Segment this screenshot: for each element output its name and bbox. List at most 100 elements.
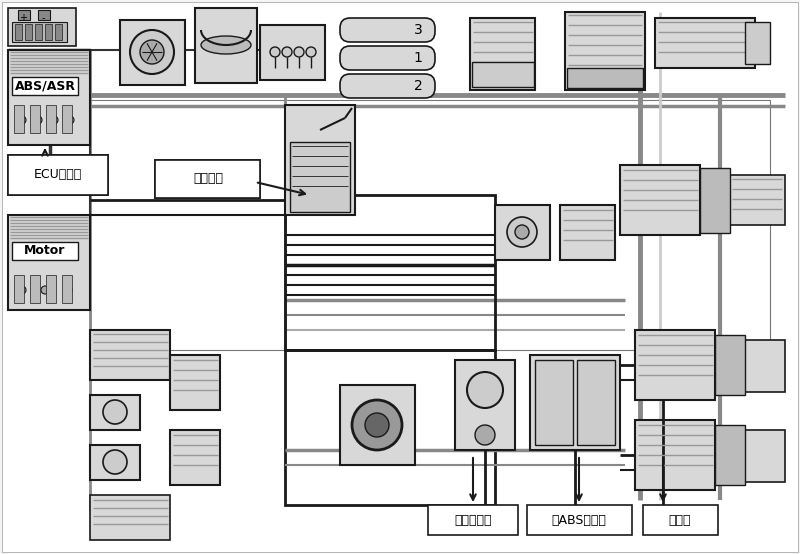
Bar bbox=[655, 18, 755, 68]
Text: 1: 1 bbox=[414, 51, 422, 65]
Bar bbox=[340, 385, 415, 465]
Circle shape bbox=[41, 286, 49, 294]
Bar bbox=[12, 77, 78, 95]
Circle shape bbox=[66, 116, 74, 124]
Bar bbox=[8, 8, 76, 46]
Text: 中间继动阀: 中间继动阀 bbox=[454, 514, 492, 526]
Bar bbox=[285, 195, 495, 350]
Bar bbox=[38, 10, 50, 20]
Circle shape bbox=[130, 30, 174, 74]
Bar bbox=[90, 445, 140, 480]
Bar bbox=[700, 168, 730, 233]
Bar bbox=[455, 360, 515, 450]
Text: 3: 3 bbox=[414, 23, 422, 37]
Bar bbox=[620, 165, 700, 235]
Bar bbox=[90, 495, 170, 540]
Bar bbox=[495, 205, 550, 260]
Bar bbox=[90, 395, 140, 430]
Circle shape bbox=[507, 217, 537, 247]
Bar bbox=[745, 430, 785, 482]
Bar bbox=[635, 330, 715, 400]
FancyBboxPatch shape bbox=[340, 18, 435, 42]
Circle shape bbox=[515, 225, 529, 239]
Circle shape bbox=[34, 116, 42, 124]
Bar bbox=[530, 355, 620, 450]
Circle shape bbox=[18, 286, 26, 294]
Bar bbox=[90, 100, 770, 350]
Bar bbox=[46, 275, 56, 303]
Ellipse shape bbox=[201, 36, 251, 54]
Text: +: + bbox=[19, 13, 27, 23]
Text: ECU控制器: ECU控制器 bbox=[34, 168, 82, 182]
Text: -: - bbox=[42, 13, 45, 23]
Bar bbox=[577, 360, 615, 445]
Bar bbox=[62, 105, 72, 133]
Bar bbox=[12, 22, 67, 42]
Bar bbox=[745, 22, 770, 64]
Circle shape bbox=[467, 372, 503, 408]
Text: 双ABS调节器: 双ABS调节器 bbox=[551, 514, 606, 526]
Text: ABS/ASR: ABS/ASR bbox=[14, 80, 75, 93]
Bar bbox=[470, 18, 535, 90]
Text: Motor: Motor bbox=[24, 244, 66, 258]
Bar bbox=[45, 24, 52, 40]
Bar bbox=[120, 20, 185, 85]
Bar bbox=[472, 62, 534, 87]
Circle shape bbox=[270, 47, 280, 57]
Text: 传感器: 传感器 bbox=[669, 514, 691, 526]
Circle shape bbox=[50, 116, 58, 124]
Circle shape bbox=[352, 400, 402, 450]
Circle shape bbox=[64, 286, 72, 294]
Bar bbox=[8, 155, 108, 195]
Bar bbox=[527, 505, 632, 535]
Bar bbox=[170, 430, 220, 485]
Circle shape bbox=[103, 400, 127, 424]
Bar bbox=[260, 25, 325, 80]
Bar bbox=[14, 275, 24, 303]
Bar bbox=[643, 505, 718, 535]
Bar bbox=[62, 275, 72, 303]
Circle shape bbox=[306, 47, 316, 57]
Bar bbox=[30, 275, 40, 303]
Circle shape bbox=[18, 116, 26, 124]
Bar bbox=[18, 10, 30, 20]
Bar bbox=[635, 420, 715, 490]
Bar bbox=[8, 50, 90, 145]
Bar bbox=[30, 105, 40, 133]
Bar bbox=[535, 360, 573, 445]
Bar bbox=[46, 105, 56, 133]
Bar bbox=[715, 425, 745, 485]
Circle shape bbox=[103, 450, 127, 474]
FancyBboxPatch shape bbox=[340, 74, 435, 98]
Bar bbox=[428, 505, 518, 535]
Circle shape bbox=[365, 413, 389, 437]
Bar bbox=[730, 175, 785, 225]
Bar bbox=[15, 24, 22, 40]
Bar bbox=[715, 335, 745, 395]
Bar bbox=[195, 8, 257, 83]
Bar bbox=[560, 205, 615, 260]
Bar bbox=[155, 160, 260, 198]
Text: 脚制动阀: 脚制动阀 bbox=[193, 172, 223, 186]
Text: 脚制动阀: 脚制动阀 bbox=[193, 172, 223, 186]
Bar bbox=[155, 160, 260, 198]
Bar bbox=[55, 24, 62, 40]
Bar bbox=[8, 215, 90, 310]
Bar bbox=[745, 340, 785, 392]
Bar bbox=[14, 105, 24, 133]
Text: 2: 2 bbox=[414, 79, 422, 93]
Circle shape bbox=[475, 425, 495, 445]
Bar bbox=[90, 330, 170, 380]
Bar bbox=[290, 142, 350, 212]
Bar bbox=[567, 68, 643, 88]
FancyBboxPatch shape bbox=[340, 46, 435, 70]
Circle shape bbox=[294, 47, 304, 57]
Bar bbox=[170, 355, 220, 410]
Bar bbox=[8, 155, 108, 195]
Bar bbox=[35, 24, 42, 40]
Bar bbox=[285, 350, 495, 505]
Bar bbox=[25, 24, 32, 40]
Text: ECU控制器: ECU控制器 bbox=[34, 168, 82, 182]
Circle shape bbox=[282, 47, 292, 57]
Bar bbox=[565, 12, 645, 90]
